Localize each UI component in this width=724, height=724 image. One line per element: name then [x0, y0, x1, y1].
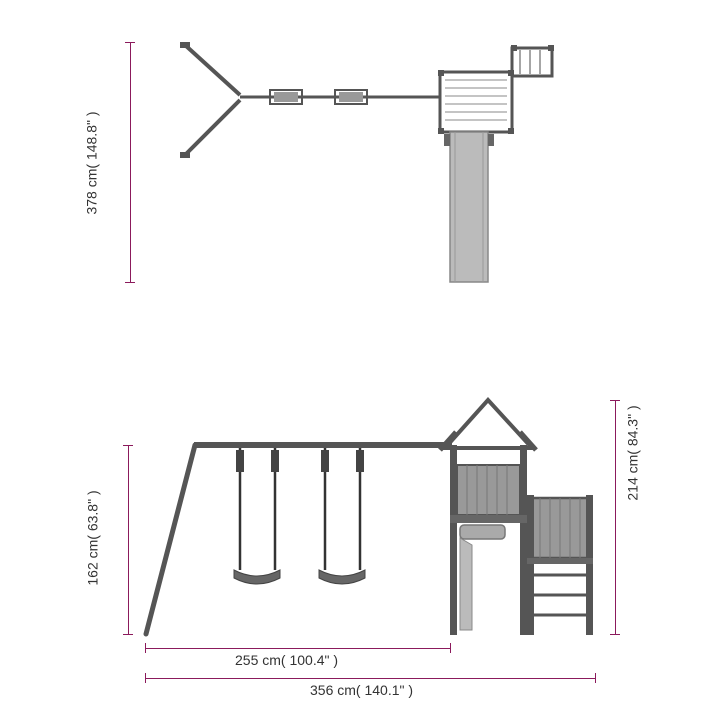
label-total-width: 356 cm( 140.1" ): [310, 682, 413, 698]
label-tower-height: 214 cm( 84.3" ): [625, 405, 641, 500]
front-view-svg: [140, 370, 640, 670]
dim-tick: [450, 643, 451, 653]
dim-line-total-width: [145, 678, 595, 679]
dim-tick: [123, 445, 133, 446]
dim-line-depth: [130, 42, 131, 282]
dim-tick: [125, 282, 135, 283]
label-swing-width: 255 cm( 100.4" ): [235, 652, 338, 668]
dim-tick: [123, 634, 133, 635]
front-view-drawing: [140, 370, 620, 670]
dim-line-tower-height: [615, 400, 616, 635]
label-swing-height: 162 cm( 63.8" ): [85, 490, 101, 585]
dim-line-swing-height: [128, 445, 129, 635]
dim-line-swing-width: [145, 648, 450, 649]
top-view-svg: [140, 40, 590, 320]
dim-tick: [145, 643, 146, 653]
dim-tick: [610, 634, 620, 635]
dim-tick: [125, 42, 135, 43]
dim-tick: [145, 673, 146, 683]
dim-tick: [595, 673, 596, 683]
label-depth: 378 cm( 148.8" ): [84, 111, 100, 214]
dim-tick: [610, 400, 620, 401]
top-view-drawing: [140, 40, 590, 320]
